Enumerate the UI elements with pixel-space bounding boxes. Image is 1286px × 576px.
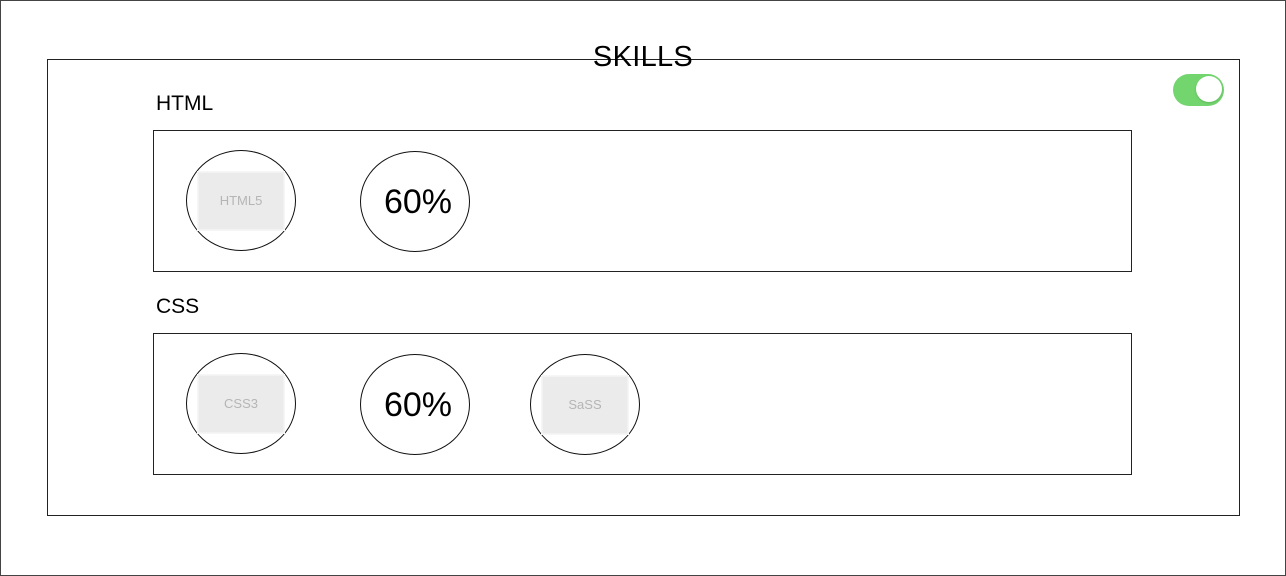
skill-group-html: HTML5 60%: [153, 130, 1132, 272]
skills-toggle[interactable]: [1173, 74, 1224, 106]
skill-percent-value: 60%: [383, 182, 453, 221]
html5-logo-image: HTML5: [197, 170, 285, 231]
skill-badge-css3[interactable]: CSS3: [186, 353, 296, 454]
group-label-html: HTML: [156, 92, 214, 115]
group-label-css: CSS: [156, 295, 200, 318]
css3-logo-image: CSS3: [197, 373, 285, 434]
skills-panel: [47, 59, 1240, 516]
skill-badge-sass[interactable]: SaSS: [530, 354, 640, 455]
sass-logo-image: SaSS: [541, 374, 629, 435]
skill-group-css: CSS3 60% SaSS: [153, 333, 1132, 475]
skill-percent-html: 60%: [360, 151, 470, 252]
section-title: SKILLS: [592, 41, 694, 73]
skill-percent-value: 60%: [383, 385, 453, 424]
skill-percent-css: 60%: [360, 354, 470, 455]
toggle-knob: [1196, 76, 1222, 102]
skill-badge-html5[interactable]: HTML5: [186, 150, 296, 251]
